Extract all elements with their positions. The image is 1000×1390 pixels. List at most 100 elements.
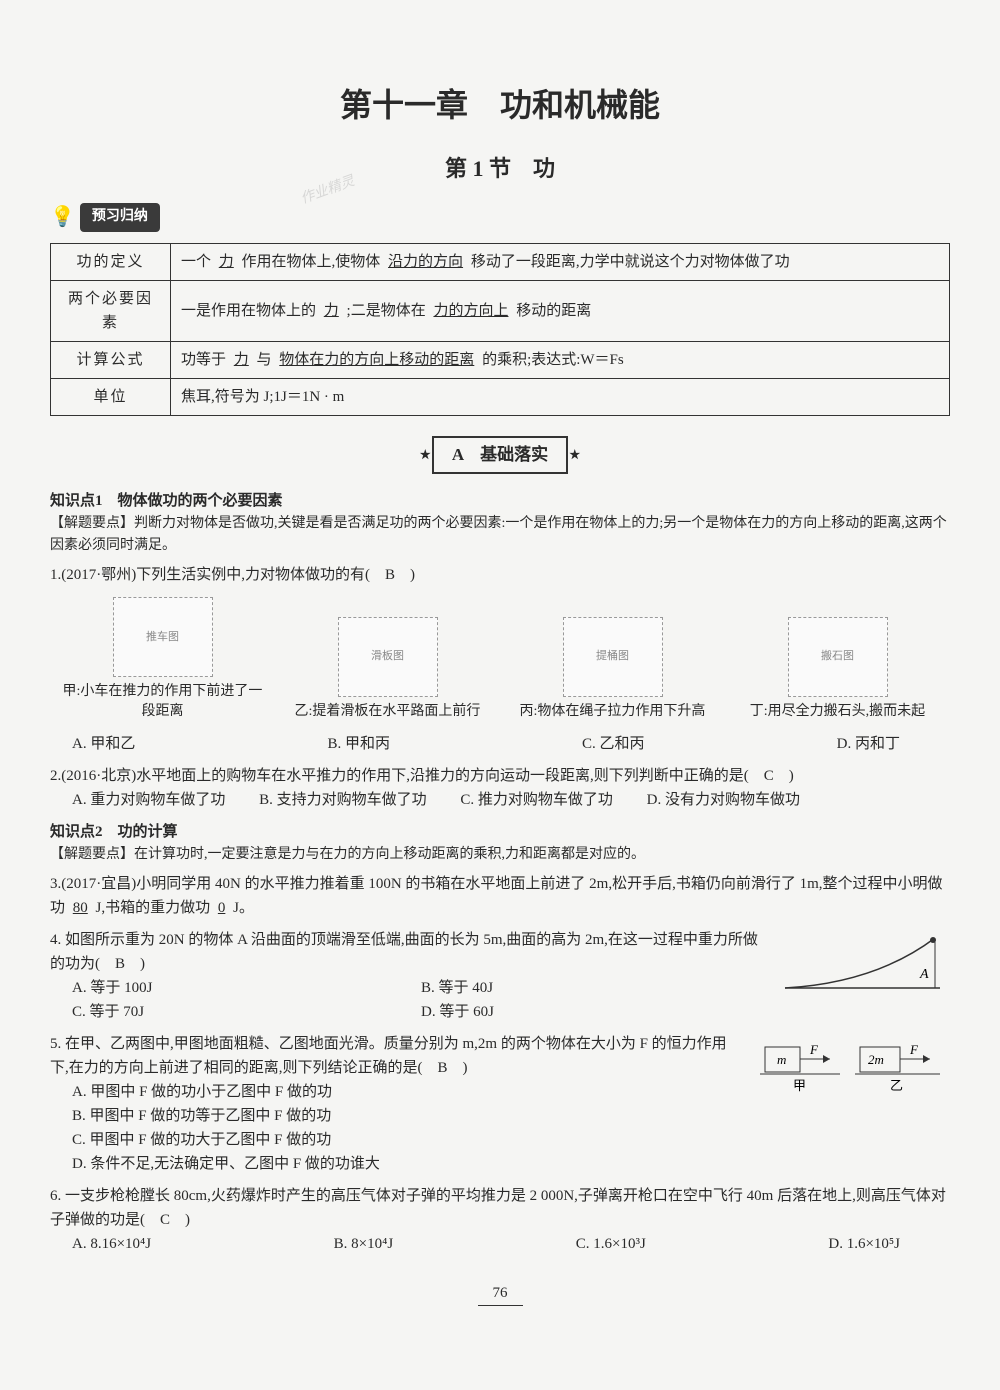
- question-2: 2.(2016·北京)水平地面上的购物车在水平推力的作用下,沿推力的方向运动一段…: [50, 764, 950, 812]
- q5-options: A. 甲图中 F 做的功小于乙图中 F 做的功 B. 甲图中 F 做的功等于乙图…: [50, 1080, 740, 1176]
- option-a: A. 8.16×10⁴J: [72, 1232, 151, 1256]
- section-a-title: A 基础落实: [432, 436, 568, 473]
- fill-blank: 力: [230, 352, 253, 368]
- image-box: 提桶图 丙:物体在绳子拉力作用下升高: [513, 617, 713, 722]
- row-content: 功等于 力 与 物体在力的方向上移动的距离 的乘积;表达式:W＝Fs: [171, 342, 950, 379]
- figure-placeholder: 搬石图: [788, 617, 888, 697]
- option-b: B. 支持力对购物车做了功: [259, 788, 427, 812]
- q4-options: A. 等于 100J C. 等于 70J B. 等于 40J D. 等于 60J: [50, 976, 770, 1024]
- bulb-icon: 💡: [50, 201, 75, 233]
- q4-figure: A: [770, 928, 950, 1006]
- row-label: 计算公式: [51, 342, 171, 379]
- q6-options: A. 8.16×10⁴J B. 8×10⁴J C. 1.6×10³J D. 1.…: [50, 1232, 950, 1256]
- svg-text:A: A: [919, 967, 929, 982]
- option-a: A. 重力对购物车做了功: [72, 788, 225, 812]
- text: 的乘积;表达式:W＝Fs: [482, 352, 624, 368]
- option-b: B. 等于 40J: [421, 976, 770, 1000]
- question-6: 6. 一支步枪枪膛长 80cm,火药爆炸时产生的高压气体对子弹的平均推力是 2 …: [50, 1184, 950, 1256]
- figure-caption: 丙:物体在绳子拉力作用下升高: [513, 702, 713, 722]
- q2-stem: 2.(2016·北京)水平地面上的购物车在水平推力的作用下,沿推力的方向运动一段…: [50, 764, 950, 788]
- image-box: 搬石图 丁:用尽全力搬石头,搬而未起: [738, 617, 938, 722]
- q1-images: 推车图 甲:小车在推力的作用下前进了一段距离 滑板图 乙:提着滑板在水平路面上前…: [50, 597, 950, 721]
- fill-blank: 沿力的方向: [384, 254, 467, 270]
- fill-blank: 力: [320, 303, 343, 319]
- text: 功等于: [181, 352, 226, 368]
- text: 移动了一段距离,力学中就说这个力对物体做了功: [471, 254, 790, 270]
- q5-figure: m F 甲 2m F 乙: [750, 1032, 950, 1109]
- svg-text:甲: 甲: [793, 1078, 806, 1093]
- svg-text:F: F: [809, 1042, 819, 1057]
- table-row: 两个必要因素 一是作用在物体上的 力 ;二是物体在 力的方向上 移动的距离: [51, 281, 950, 342]
- fill-blank: 力的方向上: [429, 303, 512, 319]
- preview-header: 💡 预习归纳: [50, 201, 950, 233]
- option-d: D. 1.6×10⁵J: [828, 1232, 900, 1256]
- table-row: 单位 焦耳,符号为 J;1J＝1N · m: [51, 379, 950, 416]
- section-a-badge: A 基础落实: [50, 436, 950, 473]
- table-row: 功的定义 一个 力 作用在物体上,使物体 沿力的方向 移动了一段距离,力学中就说…: [51, 244, 950, 281]
- figure-caption: 乙:提着滑板在水平路面上前行: [288, 702, 488, 722]
- row-content: 一个 力 作用在物体上,使物体 沿力的方向 移动了一段距离,力学中就说这个力对物…: [171, 244, 950, 281]
- page-number: 76: [50, 1281, 950, 1306]
- option-d: D. 没有力对购物车做功: [647, 788, 800, 812]
- row-label: 单位: [51, 379, 171, 416]
- figure-placeholder: 滑板图: [338, 617, 438, 697]
- section-title: 第 1 节 功: [50, 151, 950, 186]
- option-b: B. 甲图中 F 做的功等于乙图中 F 做的功: [72, 1104, 740, 1128]
- text: 一是作用在物体上的: [181, 303, 316, 319]
- q2-options: A. 重力对购物车做了功 B. 支持力对购物车做了功 C. 推力对购物车做了功 …: [50, 788, 950, 812]
- question-5: 5. 在甲、乙两图中,甲图地面粗糙、乙图地面光滑。质量分别为 m,2m 的两个物…: [50, 1032, 950, 1176]
- figure-placeholder: 提桶图: [563, 617, 663, 697]
- knowledge-table: 功的定义 一个 力 作用在物体上,使物体 沿力的方向 移动了一段距离,力学中就说…: [50, 243, 950, 416]
- q3-text: J。: [233, 900, 254, 916]
- question-1: 1.(2017·鄂州)下列生活实例中,力对物体做功的有( B ) 推车图 甲:小…: [50, 563, 950, 755]
- figure-caption: 丁:用尽全力搬石头,搬而未起: [738, 702, 938, 722]
- question-4: 4. 如图所示重为 20N 的物体 A 沿曲面的顶端滑至低端,曲面的长为 5m,…: [50, 928, 950, 1024]
- option-c: C. 等于 70J: [72, 1000, 421, 1024]
- curve-icon: A: [775, 928, 945, 998]
- text: 作用在物体上,使物体: [242, 254, 381, 270]
- fill-blank: 力: [215, 254, 238, 270]
- fill-blank: 物体在力的方向上移动的距离: [275, 352, 478, 368]
- blocks-icon: m F 甲 2m F 乙: [755, 1032, 945, 1102]
- image-box: 滑板图 乙:提着滑板在水平路面上前行: [288, 617, 488, 722]
- row-content: 焦耳,符号为 J;1J＝1N · m: [171, 379, 950, 416]
- q4-stem: 4. 如图所示重为 20N 的物体 A 沿曲面的顶端滑至低端,曲面的长为 5m,…: [50, 928, 770, 976]
- option-d: D. 等于 60J: [421, 1000, 770, 1024]
- text: 移动的距离: [516, 303, 591, 319]
- chapter-title: 第十一章 功和机械能: [50, 80, 950, 131]
- svg-text:m: m: [777, 1052, 786, 1067]
- kp1-title: 知识点1 物体做功的两个必要因素: [50, 489, 950, 513]
- preview-badge: 预习归纳: [80, 203, 160, 231]
- option-c: C. 乙和丙: [582, 732, 645, 756]
- option-b: B. 8×10⁴J: [334, 1232, 394, 1256]
- option-c: C. 1.6×10³J: [576, 1232, 646, 1256]
- q6-stem: 6. 一支步枪枪膛长 80cm,火药爆炸时产生的高压气体对子弹的平均推力是 2 …: [50, 1184, 950, 1232]
- q3-text: J,书箱的重力做功: [96, 900, 211, 916]
- q1-options: A. 甲和乙 B. 甲和丙 C. 乙和丙 D. 丙和丁: [50, 732, 950, 756]
- question-3: 3.(2017·宜昌)小明同学用 40N 的水平推力推着重 100N 的书箱在水…: [50, 872, 950, 920]
- option-d: D. 条件不足,无法确定甲、乙图中 F 做的功谁大: [72, 1152, 740, 1176]
- text: 一个: [181, 254, 211, 270]
- kp2-explain: 【解题要点】在计算功时,一定要注意是力与在力的方向上移动距离的乘积,力和距离都是…: [50, 844, 950, 866]
- option-a: A. 等于 100J: [72, 976, 421, 1000]
- kp1-explain: 【解题要点】判断力对物体是否做功,关键是看是否满足功的两个必要因素:一个是作用在…: [50, 513, 950, 558]
- svg-text:F: F: [909, 1042, 919, 1057]
- svg-text:乙: 乙: [890, 1078, 903, 1093]
- row-label: 功的定义: [51, 244, 171, 281]
- image-box: 推车图 甲:小车在推力的作用下前进了一段距离: [63, 597, 263, 721]
- option-b: B. 甲和丙: [327, 732, 390, 756]
- option-c: C. 推力对购物车做了功: [460, 788, 613, 812]
- text: 与: [257, 352, 272, 368]
- option-d: D. 丙和丁: [837, 732, 900, 756]
- figure-caption: 甲:小车在推力的作用下前进了一段距离: [63, 682, 263, 721]
- option-a: A. 甲图中 F 做的功小于乙图中 F 做的功: [72, 1080, 740, 1104]
- option-a: A. 甲和乙: [72, 732, 135, 756]
- page-number-value: 76: [478, 1281, 523, 1306]
- row-content: 一是作用在物体上的 力 ;二是物体在 力的方向上 移动的距离: [171, 281, 950, 342]
- q5-stem: 5. 在甲、乙两图中,甲图地面粗糙、乙图地面光滑。质量分别为 m,2m 的两个物…: [50, 1032, 740, 1080]
- text: ;二是物体在: [347, 303, 426, 319]
- figure-placeholder: 推车图: [113, 597, 213, 677]
- q1-stem: 1.(2017·鄂州)下列生活实例中,力对物体做功的有( B ): [50, 563, 950, 587]
- option-c: C. 甲图中 F 做的功大于乙图中 F 做的功: [72, 1128, 740, 1152]
- svg-text:2m: 2m: [868, 1052, 884, 1067]
